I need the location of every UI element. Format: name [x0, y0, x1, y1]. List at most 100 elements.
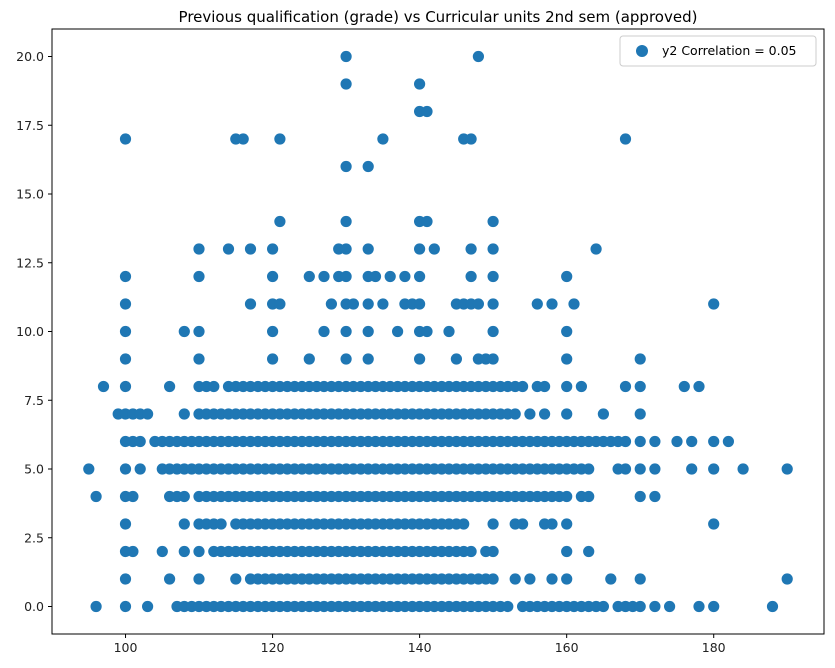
y-tick-label: 12.5 [16, 255, 44, 270]
data-point [524, 408, 536, 420]
data-point [428, 243, 440, 255]
data-point [781, 463, 793, 475]
data-point [178, 325, 190, 338]
data-point [458, 518, 470, 530]
data-point [561, 573, 573, 585]
data-point [377, 298, 389, 310]
data-point [347, 298, 359, 310]
data-point [164, 573, 176, 585]
legend-label: y2 Correlation = 0.05 [662, 43, 797, 58]
data-point [362, 243, 374, 255]
x-tick-label: 180 [702, 640, 726, 655]
legend-marker [636, 45, 648, 57]
data-point [487, 270, 499, 283]
data-point [421, 325, 433, 338]
data-point [303, 353, 315, 365]
data-point [267, 353, 279, 365]
x-axis: 100 120 140 160 180 [114, 634, 726, 655]
data-point [465, 133, 477, 145]
data-point [465, 243, 477, 255]
data-point [119, 353, 132, 365]
data-point [340, 270, 352, 283]
data-point [583, 463, 595, 475]
data-point [267, 243, 279, 255]
data-point [303, 270, 315, 283]
data-point [472, 298, 484, 310]
data-point [619, 435, 632, 448]
data-point [539, 408, 551, 420]
data-point [649, 435, 661, 448]
data-point [119, 463, 132, 475]
data-point [193, 545, 205, 558]
data-point [119, 600, 132, 613]
data-point [487, 243, 499, 255]
data-point [318, 270, 330, 283]
data-point [443, 325, 455, 338]
data-point [539, 380, 551, 393]
x-tick-label: 140 [408, 640, 432, 655]
data-point [686, 435, 698, 448]
data-point [119, 518, 132, 530]
data-point [274, 133, 286, 145]
data-point [244, 243, 257, 255]
data-point [686, 463, 698, 475]
data-point [222, 243, 235, 255]
x-tick-label: 100 [114, 640, 138, 655]
data-point [634, 600, 646, 613]
data-point [546, 518, 558, 530]
data-point [487, 518, 499, 530]
data-point [237, 133, 249, 145]
data-point [487, 215, 499, 228]
data-point [597, 408, 610, 420]
data-point [340, 160, 352, 173]
data-point [193, 325, 205, 338]
data-point [664, 600, 676, 613]
data-point [597, 600, 610, 613]
data-point [90, 600, 102, 613]
legend-box [619, 35, 817, 67]
data-point [708, 435, 720, 448]
data-point [590, 243, 602, 255]
data-point [414, 270, 426, 283]
legend: y2 Correlation = 0.05 [619, 35, 817, 67]
data-point [127, 490, 139, 503]
data-point [134, 463, 146, 475]
y-tick-label: 20.0 [16, 49, 44, 64]
data-point [325, 298, 337, 310]
y-tick-label: 10.0 [16, 324, 44, 339]
data-point [421, 105, 433, 118]
data-point [472, 50, 484, 63]
y-tick-label: 0.0 [24, 599, 44, 614]
data-point [244, 298, 257, 310]
data-point [634, 353, 646, 365]
data-point [340, 325, 352, 338]
data-point [142, 408, 154, 420]
data-point [369, 270, 382, 283]
data-point [267, 325, 279, 338]
data-point [450, 353, 462, 365]
data-point [274, 215, 286, 228]
data-point [634, 380, 646, 393]
data-point [649, 600, 661, 613]
data-point [414, 298, 426, 310]
x-tick-label: 160 [555, 640, 579, 655]
data-point [487, 573, 499, 585]
data-point [414, 243, 426, 255]
y-axis: 0.0 2.5 5.0 7.5 10.0 12.5 15.0 17.5 20.0 [16, 49, 52, 614]
data-point [90, 490, 102, 503]
data-point [193, 243, 205, 255]
data-point [561, 490, 573, 503]
data-point [119, 298, 132, 310]
data-point [583, 545, 595, 558]
data-point [318, 325, 330, 338]
data-point [517, 518, 529, 530]
data-point [377, 133, 389, 145]
data-point [178, 545, 190, 558]
data-point [678, 380, 690, 393]
data-point [119, 325, 132, 338]
data-point [97, 380, 110, 393]
data-point [531, 298, 543, 310]
data-point [127, 545, 139, 558]
data-point [722, 435, 735, 448]
data-point [649, 490, 661, 503]
